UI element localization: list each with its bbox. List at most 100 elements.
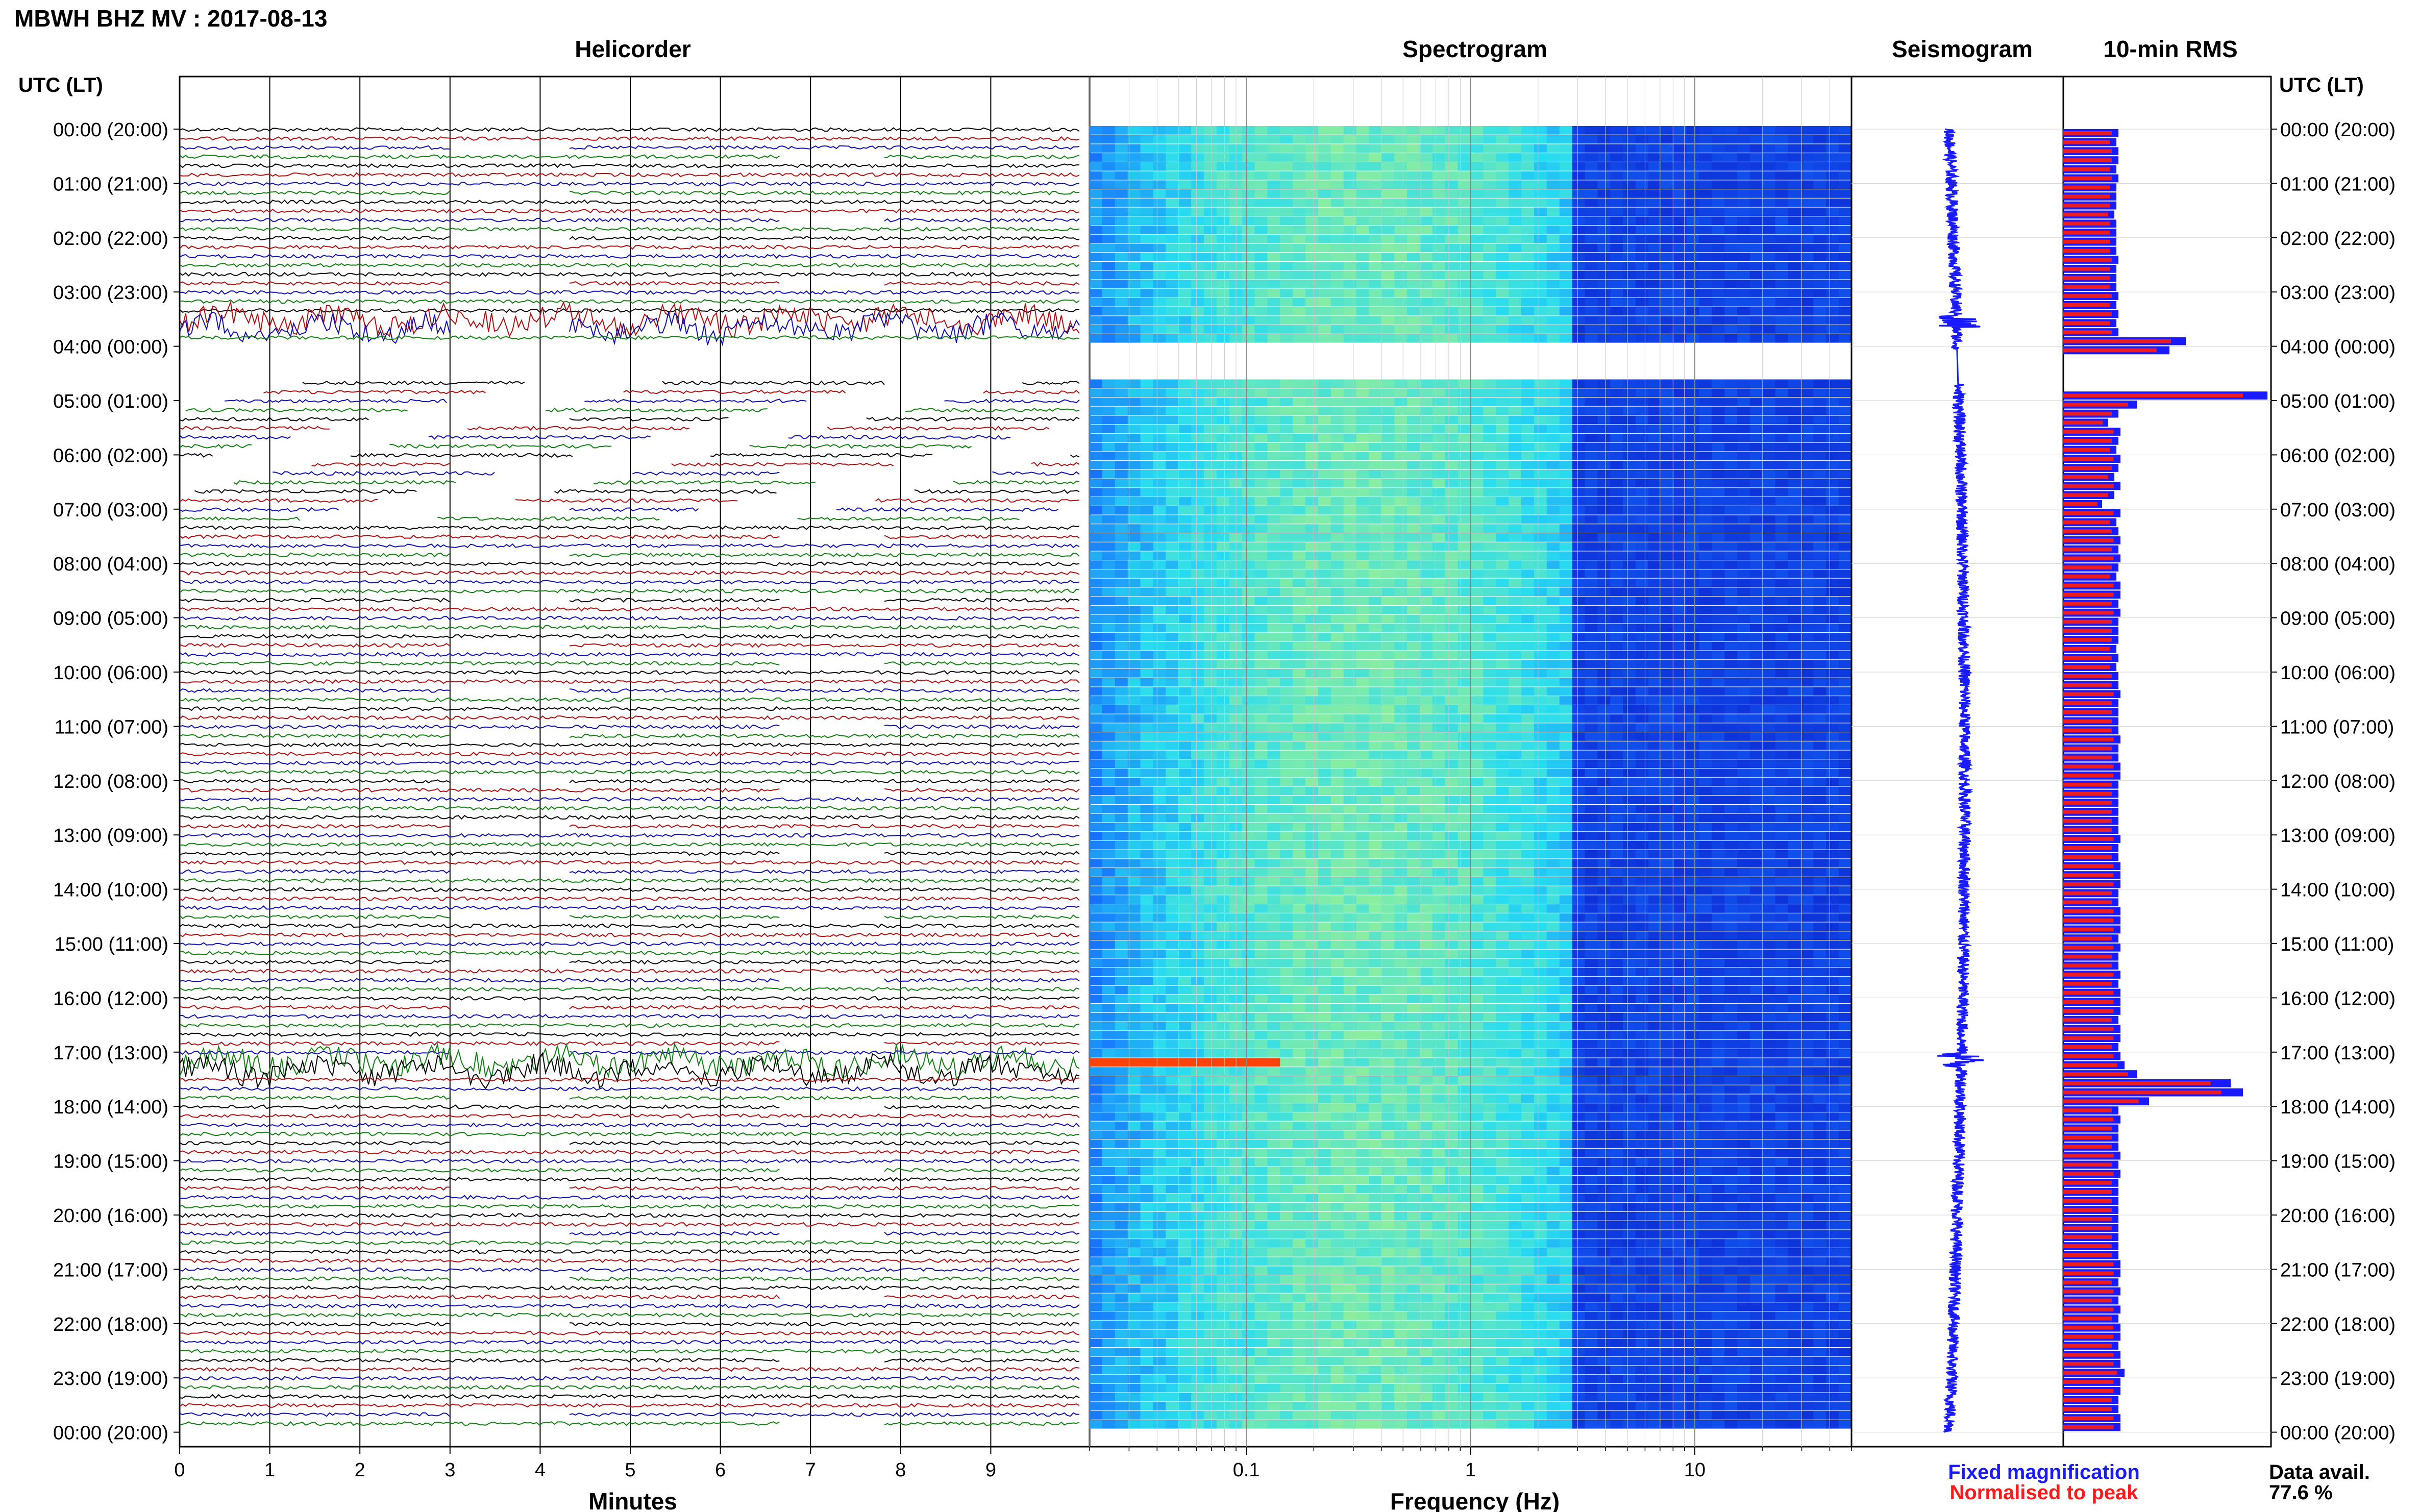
spectrogram-cell (1343, 624, 1357, 632)
spectrogram-cell (1737, 289, 1750, 298)
spectrogram-cell (1280, 777, 1293, 786)
spectrogram-cell (1445, 379, 1459, 388)
spectrogram-cell (1394, 805, 1408, 813)
spectrogram-cell (1712, 270, 1725, 280)
spectrogram-cell (1559, 243, 1573, 253)
spectrogram-cell (1610, 442, 1623, 452)
spectrogram-cell (1090, 605, 1103, 614)
spectrogram-cell (1407, 189, 1420, 198)
spectrogram-cell (1788, 859, 1801, 868)
spectrogram-cell (1496, 406, 1509, 415)
spectrogram-cell (1800, 171, 1814, 180)
helicorder-trace (179, 507, 1059, 512)
spectrogram-cell (1470, 569, 1484, 578)
spectrogram-cell (1178, 253, 1192, 261)
spectrogram-cell (1483, 823, 1497, 832)
spectrogram-cell (1585, 515, 1598, 524)
spectrogram-cell (1458, 189, 1471, 198)
spectrogram-cell (1305, 877, 1319, 886)
spectrogram-cell (1775, 587, 1789, 597)
spectrogram-cell (1267, 705, 1281, 714)
spectrogram-cell (1127, 641, 1141, 651)
spectrogram-cell (1115, 732, 1128, 741)
spectrogram-cell (1394, 723, 1408, 732)
spectrogram-cell (1749, 750, 1763, 759)
spectrogram-cell (1420, 886, 1433, 895)
spectrogram-cell (1280, 433, 1293, 442)
spectrogram-cell (1559, 868, 1573, 877)
spectrogram-cell (1407, 415, 1420, 425)
spectrogram-cell (1242, 189, 1255, 198)
spectrogram-cell (1381, 551, 1395, 560)
spectrogram-cell (1191, 162, 1204, 171)
spectrogram-cell (1673, 759, 1687, 768)
spectrogram-cell (1267, 551, 1281, 560)
spectrogram-cell (1432, 777, 1446, 786)
spectrogram-cell (1470, 678, 1484, 687)
spectrogram-cell (1432, 524, 1446, 533)
spectrogram-cell (1115, 180, 1128, 189)
spectrogram-cell (1102, 415, 1116, 425)
spectrogram-cell (1762, 542, 1776, 551)
spectrogram-cell (1470, 614, 1484, 624)
helicorder-trace (179, 1394, 1080, 1399)
spectrogram-cell (1127, 877, 1141, 886)
spectrogram-cell (1737, 298, 1750, 307)
spectrogram-cell (1762, 805, 1776, 813)
spectrogram-cell (1623, 262, 1636, 270)
spectrogram-cell (1559, 515, 1573, 524)
spectrogram-cell (1788, 533, 1801, 542)
spectrogram-cell (1762, 406, 1776, 415)
spectrogram-cell (1140, 461, 1154, 469)
spectrogram-cell (1623, 614, 1636, 624)
spectrogram-cell (1496, 705, 1509, 714)
spectrogram-cell (1509, 669, 1522, 678)
spectrogram-cell (1470, 415, 1484, 425)
spectrogram-cell (1648, 840, 1662, 850)
spectrogram-cell (1483, 587, 1497, 597)
spectrogram-cell (1712, 425, 1725, 433)
spectrogram-cell (1470, 162, 1484, 171)
spectrogram-cell (1839, 551, 1852, 560)
spectrogram-cell (1445, 687, 1459, 696)
spectrogram-cell (1369, 840, 1383, 850)
spectrogram-cell (1356, 750, 1370, 759)
spectrogram-cell (1178, 696, 1192, 705)
spectrogram-cell (1330, 850, 1344, 859)
spectrogram-cell (1458, 433, 1471, 442)
spectrogram-cell (1242, 461, 1255, 469)
spectrogram-cell (1724, 741, 1738, 750)
spectrogram-cell (1102, 714, 1116, 723)
spectrogram-cell (1509, 180, 1522, 189)
spectrogram-cell (1394, 533, 1408, 542)
spectrogram-cell (1267, 316, 1281, 325)
spectrogram-cell (1673, 497, 1687, 506)
spectrogram-cell (1090, 280, 1103, 289)
spectrogram-cell (1648, 705, 1662, 714)
spectrogram-cell (1153, 270, 1167, 280)
spectrogram-cell (1191, 687, 1204, 696)
spectrogram-cell (1585, 524, 1598, 533)
spectrogram-cell (1140, 253, 1154, 261)
spectrogram-cell (1839, 243, 1852, 253)
spectrogram-cell (1420, 641, 1433, 651)
spectrogram-cell (1585, 669, 1598, 678)
spectrogram-cell (1585, 805, 1598, 813)
spectrogram-cell (1775, 750, 1789, 759)
spectrogram-cell (1381, 234, 1395, 243)
spectrogram-cell (1394, 198, 1408, 207)
spectrogram-cell (1343, 316, 1357, 325)
spectrogram-cell (1293, 741, 1306, 750)
spectrogram-cell (1407, 144, 1420, 153)
spectrogram-cell (1636, 515, 1649, 524)
spectrogram-cell (1115, 298, 1128, 307)
spectrogram-cell (1394, 442, 1408, 452)
spectrogram-cell (1330, 641, 1344, 651)
spectrogram-cell (1394, 605, 1408, 614)
spectrogram-cell (1153, 234, 1167, 243)
spectrogram-cell (1483, 171, 1497, 180)
spectrogram-cell (1648, 741, 1662, 750)
spectrogram-cell (1153, 769, 1167, 777)
spectrogram-cell (1369, 216, 1383, 225)
spectrogram-cell (1712, 805, 1725, 813)
